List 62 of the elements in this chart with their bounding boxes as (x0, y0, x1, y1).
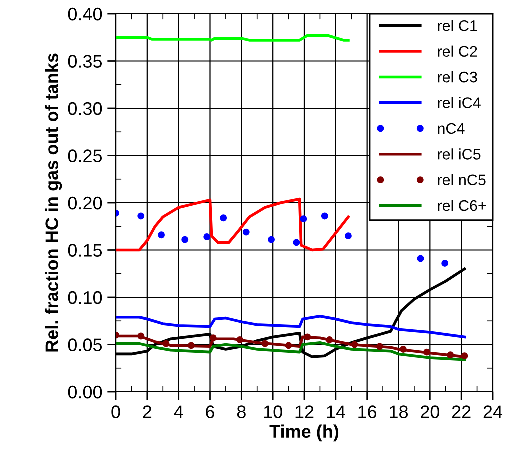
line-series (116, 315, 466, 339)
point (376, 343, 384, 350)
point (162, 340, 170, 348)
point (326, 336, 334, 344)
point (447, 352, 454, 359)
point (210, 334, 217, 342)
x-tick-label: 18 (390, 406, 408, 418)
point (236, 336, 244, 344)
x-tick-label: 2 (143, 406, 152, 418)
point (285, 342, 292, 350)
legend-label: rel nC5 (438, 174, 486, 186)
point (188, 342, 195, 350)
y-tick-label: 0.00 (68, 386, 102, 399)
x-tick-label: 8 (237, 406, 246, 418)
point (424, 348, 430, 356)
y-tick-label: 0.10 (68, 291, 102, 304)
point (220, 214, 228, 222)
x-tick-label: 20 (421, 406, 440, 418)
x-tick-label: 14 (327, 406, 346, 418)
point (268, 236, 275, 244)
legend-label: rel C2 (438, 46, 478, 58)
point (204, 234, 211, 240)
x-axis-title: Time (h) (270, 424, 339, 442)
point (442, 260, 449, 267)
y-tick-label: 0.15 (68, 244, 102, 257)
legend-label: rel iC5 (438, 148, 481, 160)
y-tick-label: 0.25 (68, 150, 102, 162)
point (351, 341, 358, 348)
line-series (116, 198, 350, 252)
point (321, 212, 328, 220)
y-tick-label: 0.30 (68, 102, 102, 116)
x-tick-label: 24 (484, 406, 503, 418)
y-tick-label: 0.35 (68, 55, 102, 68)
x-tick-label: 10 (264, 406, 282, 418)
point (417, 255, 424, 262)
point (300, 216, 308, 223)
y-tick-label: 0.40 (68, 8, 102, 21)
point (138, 212, 145, 220)
legend-label: nC4 (438, 123, 465, 134)
point (400, 346, 407, 353)
legend-label: rel iC4 (438, 97, 481, 108)
point (304, 334, 312, 341)
point (182, 236, 189, 244)
x-tick-label: 16 (358, 406, 377, 418)
x-tick-label: 22 (452, 406, 471, 418)
point (158, 232, 166, 239)
legend-label: rel C6+ (438, 200, 486, 212)
point (138, 332, 145, 340)
y-tick-label: 0.05 (68, 338, 102, 352)
x-tick-label: 0 (112, 406, 120, 418)
point (345, 232, 352, 240)
legend-label: rel C1 (438, 20, 478, 32)
y-axis-title: Rel. fraction HC in gas out of tanks (45, 54, 62, 352)
point (461, 352, 468, 360)
x-tick-label: 12 (296, 406, 314, 418)
y-tick-label: 0.20 (68, 196, 102, 210)
legend-label: rel C3 (438, 72, 478, 83)
x-tick-label: 4 (174, 406, 184, 418)
point (262, 340, 269, 348)
point (293, 239, 300, 246)
point (242, 228, 250, 236)
x-tick-label: 6 (206, 406, 214, 418)
